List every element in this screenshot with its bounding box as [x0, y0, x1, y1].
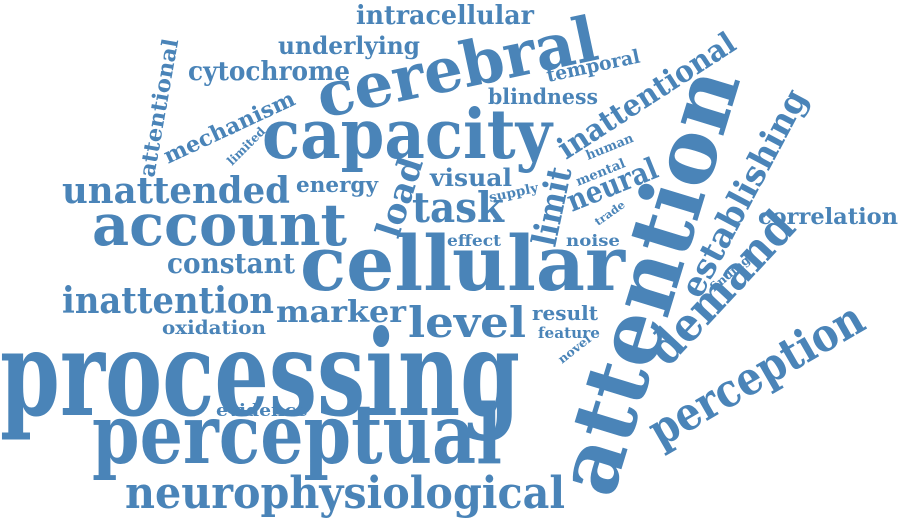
word-noise: noise [566, 231, 620, 250]
word-evidence: evidence [216, 401, 308, 421]
word-inattention: inattention [62, 280, 274, 322]
word-account: account [92, 191, 347, 259]
word-neurophysiological: neurophysiological [125, 468, 565, 519]
word-capacity: capacity [262, 95, 554, 175]
word-intracellular: intracellular [356, 1, 534, 31]
word-processing: processing [0, 304, 520, 443]
word-blindness: blindness [488, 84, 598, 109]
word-constant: constant [167, 247, 295, 280]
word-oxidation: oxidation [162, 317, 266, 339]
word-marker: marker [276, 295, 407, 330]
word-underlying: underlying [278, 31, 420, 60]
word-visual: visual [429, 163, 512, 192]
word-task: task [412, 183, 505, 232]
word-correlation: correlation [758, 204, 898, 230]
word-perceptual: perceptual [92, 387, 502, 483]
word-level: level [408, 298, 526, 347]
word-energy: energy [296, 172, 379, 197]
word-effect: effect [447, 231, 502, 250]
word-unattended: unattended [62, 170, 290, 212]
word-feature: feature [538, 324, 600, 342]
word-cellular: cellular [300, 219, 626, 308]
word-cytochrome: cytochrome [188, 57, 350, 87]
word-result: result [532, 301, 599, 325]
